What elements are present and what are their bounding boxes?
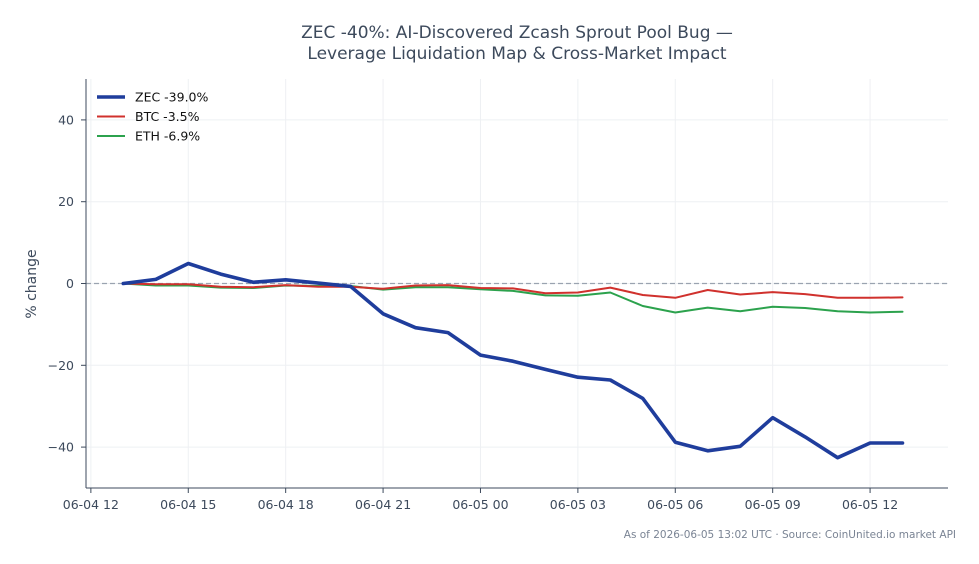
footnote: As of 2026-06-05 13:02 UTC · Source: Coi… — [624, 529, 956, 541]
y-tick-label: 20 — [58, 194, 74, 209]
chart-title: ZEC -40%: AI-Discovered Zcash Sprout Poo… — [301, 23, 733, 43]
x-tick-label: 06-04 15 — [160, 497, 216, 512]
legend-label: ZEC -39.0% — [135, 90, 209, 105]
series-line-zec — [121, 261, 905, 460]
legend: ZEC -39.0% BTC -3.5% ETH -6.9% — [97, 90, 209, 144]
y-tick-label: 0 — [66, 276, 74, 291]
series-lines — [121, 261, 905, 460]
y-tick-label: −40 — [48, 440, 74, 455]
x-tick-label: 06-04 18 — [258, 497, 314, 512]
y-tick-label: 40 — [58, 112, 74, 127]
x-tick-label: 06-04 21 — [355, 497, 411, 512]
y-axis-label: % change — [24, 249, 40, 318]
x-tick-label: 06-05 09 — [745, 497, 801, 512]
x-tick-label: 06-05 03 — [550, 497, 606, 512]
legend-label: ETH -6.9% — [135, 129, 200, 144]
y-tick-label: −20 — [48, 358, 74, 373]
x-tick-label: 06-04 12 — [63, 497, 119, 512]
x-tick-label: 06-05 12 — [842, 497, 898, 512]
legend-label: BTC -3.5% — [135, 109, 200, 124]
x-tick-label: 06-05 00 — [452, 497, 508, 512]
axes: 06-04 12 06-04 15 06-04 18 06-04 21 06-05 00… — [48, 79, 948, 512]
x-tick-label: 06-05 06 — [647, 497, 703, 512]
grid — [86, 79, 948, 488]
chart-subtitle: Leverage Liquidation Map & Cross-Market … — [307, 44, 727, 64]
series-line-btc — [122, 282, 904, 299]
